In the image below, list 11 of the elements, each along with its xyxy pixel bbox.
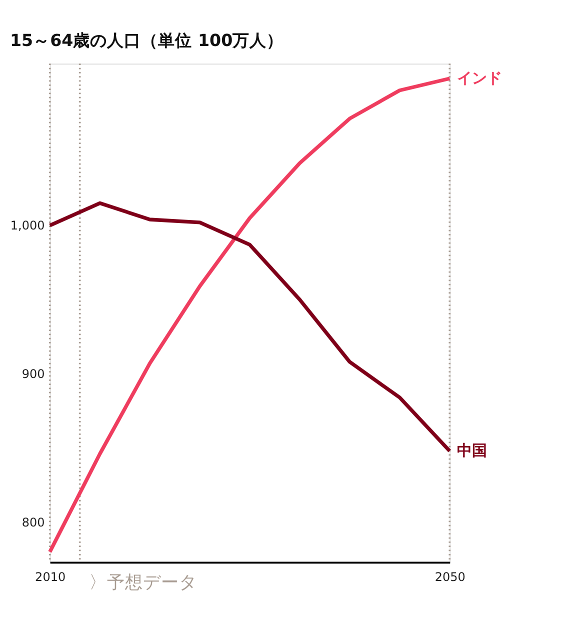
series-label: インド xyxy=(457,70,502,88)
ref-line-label: 〉予想データ xyxy=(89,573,198,594)
y-tick-label: 900 xyxy=(22,366,45,381)
series-label: 中国 xyxy=(457,442,488,460)
y-tick-label: 1,000 xyxy=(10,218,45,233)
x-tick-label: 2050 xyxy=(434,570,466,584)
line-series xyxy=(48,76,452,554)
y-tick-label: 800 xyxy=(22,515,45,530)
chart-title: 15～64歳の人口（単位 100万人） xyxy=(10,31,284,50)
x-tick-label: 2010 xyxy=(35,570,66,584)
line-series xyxy=(48,201,452,453)
